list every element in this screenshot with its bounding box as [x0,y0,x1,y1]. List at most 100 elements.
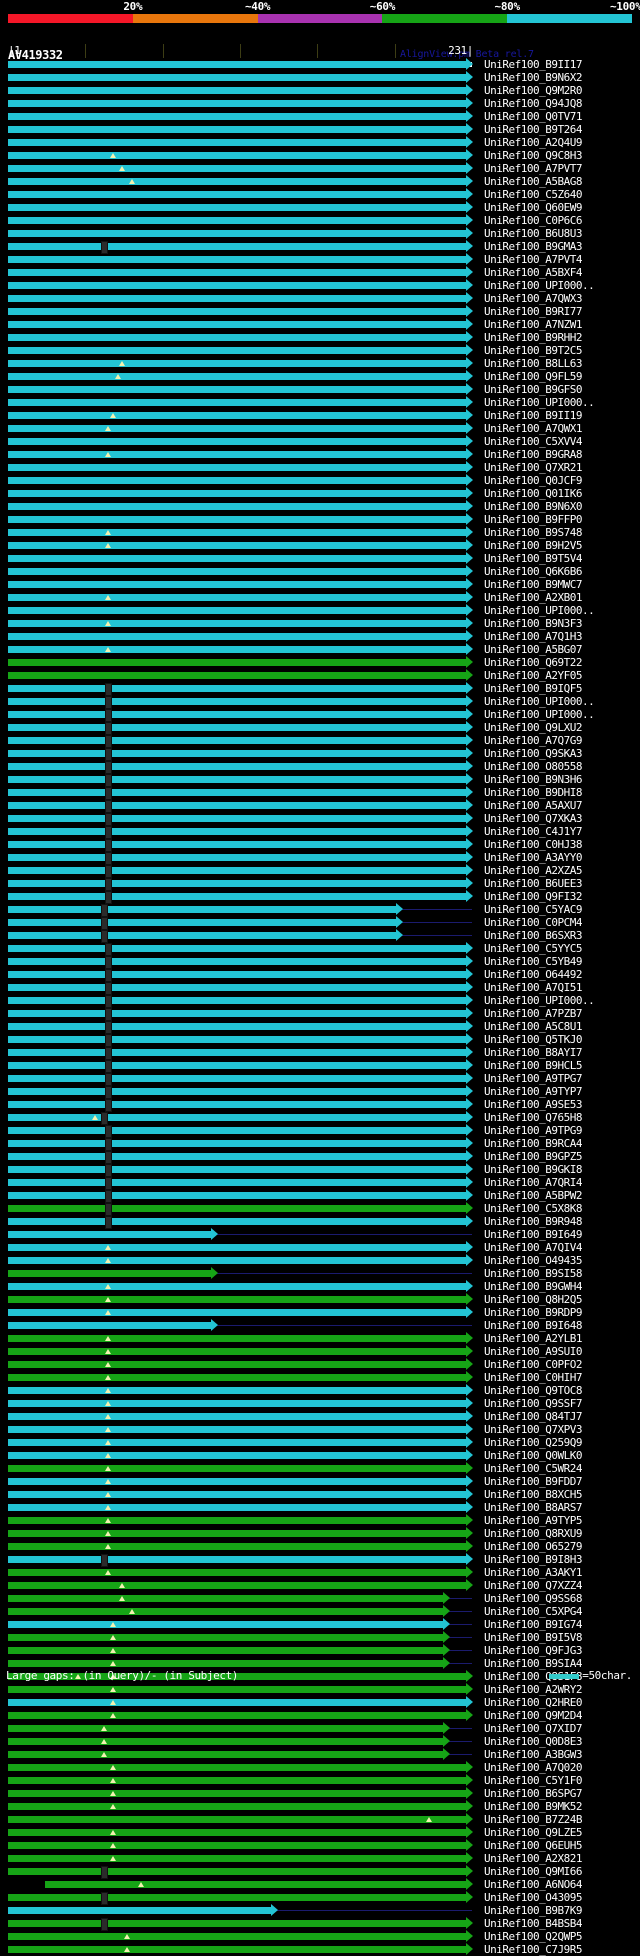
alignment-row[interactable]: UniRef100_A7PVT7 [0,162,640,175]
hit-sequence-id[interactable]: UniRef100_Q9C8H3 [484,149,582,162]
hsp-bar[interactable] [8,1517,466,1524]
hit-sequence-id[interactable]: UniRef100_Q6K6B6 [484,565,582,578]
hsp-bar[interactable] [8,1218,466,1225]
hsp-bar[interactable] [8,1348,466,1355]
hsp-bar[interactable] [8,646,466,653]
hsp-bar[interactable] [8,958,466,965]
hsp-bar[interactable] [8,620,466,627]
alignment-row[interactable]: UniRef100_UPI000.. [0,994,640,1008]
alignment-row[interactable]: UniRef100_UPI000.. [0,279,640,292]
alignment-row[interactable]: UniRef100_Q8RXU9 [0,1527,640,1540]
hit-sequence-id[interactable]: UniRef100_A9TYP7 [484,1085,582,1098]
hsp-bar[interactable] [8,1569,466,1576]
hsp-track[interactable] [8,1618,472,1631]
alignment-row[interactable]: UniRef100_B9B7K9 [0,1904,640,1917]
alignment-row[interactable]: UniRef100_C0PCM4 [0,916,640,930]
hsp-track[interactable] [8,253,473,266]
hsp-track[interactable] [8,1787,473,1800]
alignment-row[interactable]: UniRef100_A5AXU7 [0,799,640,813]
hsp-track[interactable] [8,1761,473,1774]
alignment-row[interactable]: UniRef100_B6SXR3 [0,929,640,943]
hsp-track[interactable] [8,123,473,136]
hsp-track[interactable] [8,227,473,240]
hit-sequence-id[interactable]: UniRef100_A5AXU7 [484,799,582,812]
hit-sequence-id[interactable]: UniRef100_C0PCM4 [484,916,582,929]
hsp-bar[interactable] [8,1920,466,1927]
hsp-track[interactable] [8,799,473,813]
hit-sequence-id[interactable]: UniRef100_Q9FJG3 [484,1644,582,1657]
hit-sequence-id[interactable]: UniRef100_B9T2C5 [484,344,582,357]
hsp-track[interactable] [8,721,473,735]
hsp-bar[interactable] [8,347,466,354]
hsp-track[interactable] [8,97,473,110]
alignment-row[interactable]: UniRef100_B9FFP0 [0,513,640,526]
hit-sequence-id[interactable]: UniRef100_B6U8U3 [484,227,582,240]
hsp-track[interactable] [8,1384,473,1397]
alignment-row[interactable]: UniRef100_A5BPW2 [0,1189,640,1203]
alignment-row[interactable]: UniRef100_B9GFS0 [0,383,640,396]
hsp-track[interactable] [8,448,473,461]
hsp-track[interactable] [8,1319,472,1332]
alignment-row[interactable]: UniRef100_Q2QWP5 [0,1930,640,1943]
hit-sequence-id[interactable]: UniRef100_B9II17 [484,58,582,71]
hsp-track[interactable] [8,916,472,930]
hsp-bar[interactable] [8,152,466,159]
alignment-row[interactable]: UniRef100_C5Z640 [0,188,640,201]
hsp-track[interactable] [8,1800,473,1813]
hsp-track[interactable] [8,929,472,943]
hsp-track[interactable] [8,1345,473,1358]
hsp-bar[interactable] [8,113,466,120]
hsp-bar[interactable] [8,1712,466,1719]
hsp-bar[interactable] [8,490,466,497]
hsp-bar[interactable] [8,1946,466,1953]
hit-sequence-id[interactable]: UniRef100_B9RDP9 [484,1306,582,1319]
hsp-bar[interactable] [8,1647,443,1654]
alignment-row[interactable]: UniRef100_C5WR24 [0,1462,640,1475]
alignment-row[interactable]: UniRef100_B9MWC7 [0,578,640,591]
hsp-track[interactable] [8,903,472,917]
hsp-track[interactable] [8,1111,473,1125]
hsp-track[interactable] [8,1527,473,1540]
hsp-track[interactable] [8,955,473,969]
alignment-row[interactable]: UniRef100_Q9LXU2 [0,721,640,735]
alignment-row[interactable]: UniRef100_Q765H8 [0,1111,640,1125]
hsp-bar[interactable] [8,1374,466,1381]
hsp-track[interactable] [8,760,473,774]
hsp-track[interactable] [8,1124,473,1138]
alignment-row[interactable]: UniRef100_B9II19 [0,409,640,422]
hsp-track[interactable] [8,1371,473,1384]
hsp-bar[interactable] [8,243,466,250]
hit-sequence-id[interactable]: UniRef100_B9N3F3 [484,617,582,630]
hit-sequence-id[interactable]: UniRef100_A3BGW3 [484,1748,582,1761]
hsp-track[interactable] [8,1189,473,1203]
hit-sequence-id[interactable]: UniRef100_C0HIH7 [484,1371,582,1384]
hit-sequence-id[interactable]: UniRef100_O43095 [484,1891,582,1904]
hsp-bar[interactable] [8,204,466,211]
hsp-bar[interactable] [8,789,466,796]
hsp-track[interactable] [8,487,473,500]
hit-sequence-id[interactable]: UniRef100_O80558 [484,760,582,773]
hsp-bar[interactable] [8,1322,211,1329]
alignment-row[interactable]: UniRef100_B9RCA4 [0,1137,640,1151]
hit-sequence-id[interactable]: UniRef100_C5Z640 [484,188,582,201]
hit-sequence-id[interactable]: UniRef100_C5WR24 [484,1462,582,1475]
hsp-track[interactable] [8,240,473,254]
hsp-track[interactable] [8,825,473,839]
hsp-track[interactable] [8,773,473,787]
hit-sequence-id[interactable]: UniRef100_A7Q020 [484,1761,582,1774]
hsp-bar[interactable] [8,1764,466,1771]
hsp-track[interactable] [8,1579,473,1592]
hsp-bar[interactable] [8,165,466,172]
hsp-track[interactable] [8,435,473,448]
hit-sequence-id[interactable]: UniRef100_B9I5V8 [484,1631,582,1644]
hit-sequence-id[interactable]: UniRef100_Q9SSF7 [484,1397,582,1410]
hsp-bar[interactable] [8,1309,466,1316]
alignment-row[interactable]: UniRef100_C5X8K8 [0,1202,640,1216]
alignment-row[interactable]: UniRef100_UPI000.. [0,604,640,617]
hit-sequence-id[interactable]: UniRef100_B9DHI8 [484,786,582,799]
hsp-track[interactable] [8,1631,472,1644]
hit-sequence-id[interactable]: UniRef100_Q94JQ8 [484,97,582,110]
hsp-bar[interactable] [8,308,466,315]
hit-sequence-id[interactable]: UniRef100_A2XB01 [484,591,582,604]
hsp-bar[interactable] [8,607,466,614]
